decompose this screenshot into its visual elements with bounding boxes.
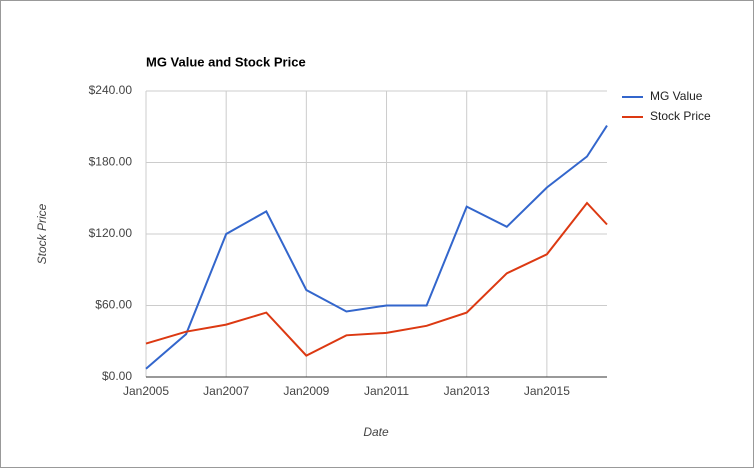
y-tick-label: $60.00 <box>95 298 132 312</box>
series-line <box>145 125 608 370</box>
x-tick-label: Jan2007 <box>203 384 249 398</box>
x-axis-label: Date <box>363 425 389 439</box>
x-tick-label: Jan2005 <box>123 384 169 398</box>
y-tick-label: $240.00 <box>89 83 133 97</box>
chart-title: MG Value and Stock Price <box>146 54 306 69</box>
legend-label: Stock Price <box>650 109 711 123</box>
x-tick-label: Jan2011 <box>364 384 409 398</box>
x-tick-label: Jan2013 <box>444 384 490 398</box>
y-tick-label: $180.00 <box>89 155 133 169</box>
legend-label: MG Value <box>650 89 703 103</box>
series-line <box>145 201 608 357</box>
x-tick-label: Jan2009 <box>283 384 329 398</box>
x-tick-label: Jan2015 <box>524 384 570 398</box>
y-tick-label: $0.00 <box>102 369 132 383</box>
y-tick-label: $120.00 <box>89 226 133 240</box>
y-axis-label: Stock Price <box>35 203 49 264</box>
